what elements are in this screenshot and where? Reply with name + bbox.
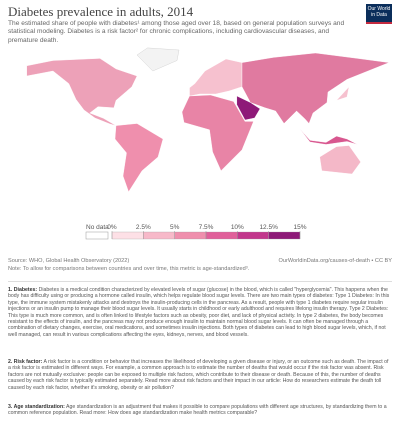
no-data-label: No data [86,224,109,231]
footnote-label: 2. Risk factor: [8,359,43,365]
source: Source: WHO, Global Health Observatory (… [8,258,130,264]
legend-label: 0% [107,224,117,231]
legend-label: 5% [170,224,180,231]
europe [189,58,243,97]
footnote: 1. Diabetes: Diabetes is a medical condi… [8,287,392,338]
legend-label: 15% [293,224,306,231]
legend-label: 10% [231,224,244,231]
footnote: 3. Age standardization: Age standardizat… [8,404,392,417]
legend-bin [268,231,301,240]
legend-bin [111,231,144,240]
middle-east [236,95,261,121]
footnote-text: Diabetes is a medical condition characte… [8,287,390,338]
footnote-label: 1. Diabetes: [8,287,38,293]
title: Diabetes prevalence in adults, 2014 [8,4,194,19]
footnote-label: 3. Age standardization: [8,404,65,410]
south-america [114,123,164,193]
australia [319,145,361,175]
legend-label: 2.5% [136,224,151,231]
legend-bin [237,231,269,240]
footnote-text: A risk factor is a condition or behavior… [8,359,389,391]
africa [181,94,254,172]
asia [241,52,390,124]
no-data-swatch [85,231,109,240]
footnote-text: Age standardization is an adjustment tha… [8,404,387,417]
legend-bin [143,231,175,240]
note: Note: To allow for comparisons between c… [8,266,250,272]
southeast-asia-islands [299,128,358,145]
legend-label: 12.5% [259,224,278,231]
north-america [26,58,138,126]
japan [335,86,350,101]
separator [8,281,392,282]
subtitle: The estimated share of people with diabe… [8,20,345,44]
logo[interactable]: Our World in Data [366,4,392,24]
legend-bin [174,231,207,240]
footnote: 2. Risk factor: A risk factor is a condi… [8,359,392,391]
legend-bin [205,231,238,240]
source-url[interactable]: OurWorldinData.org/causes-of-death • CC … [278,258,392,264]
legend-label: 7.5% [199,224,214,231]
greenland [136,47,180,72]
map-regions [26,47,390,193]
